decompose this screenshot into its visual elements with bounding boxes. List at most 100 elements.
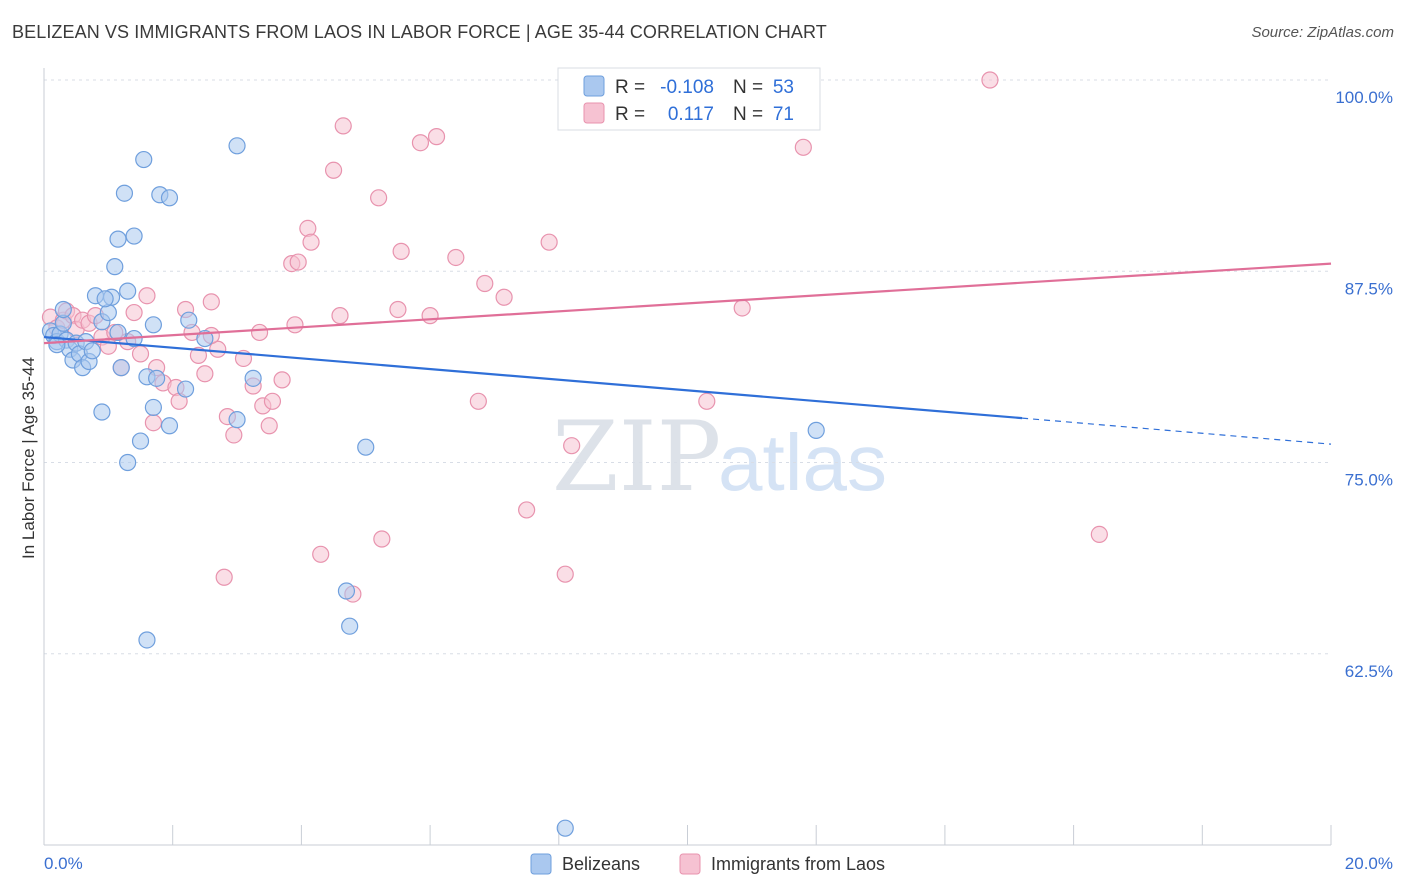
point-belizean-20 <box>106 258 124 276</box>
point-laos-69 <box>286 316 304 334</box>
correlation-legend: R = -0.108 N = 53 R = 0.117 N = 71 <box>557 67 821 131</box>
legend-n-label-2: N = <box>733 104 763 125</box>
point-belizean-30 <box>109 323 127 342</box>
legend-swatch-blue <box>583 75 605 97</box>
watermark: ZIP atlas <box>552 401 887 513</box>
point-belizean-31 <box>112 359 130 377</box>
point-laos-14 <box>125 303 143 322</box>
x-ticks <box>43 825 1332 845</box>
point-laos-47 <box>373 530 391 548</box>
point-laos-43 <box>331 307 349 325</box>
point-belizean-24 <box>135 150 153 169</box>
y-tick-label-3: 100.0% <box>1335 88 1393 107</box>
y-axis-title: In Labor Force | Age 35-44 <box>19 357 38 559</box>
point-laos-25 <box>196 365 214 383</box>
point-belizean-44 <box>228 411 246 429</box>
point-laos-17 <box>144 414 162 432</box>
point-laos-67 <box>1090 525 1108 544</box>
y-tick-label-1: 75.0% <box>1345 471 1393 490</box>
point-laos-42 <box>324 161 343 179</box>
trend-lines <box>43 262 1332 445</box>
x-tick-label-min: 0.0% <box>44 854 83 873</box>
point-laos-52 <box>427 128 446 146</box>
watermark-zip: ZIP <box>552 401 721 513</box>
point-laos-15 <box>131 345 150 363</box>
legend-n-value-2: 71 <box>773 104 794 125</box>
point-belizean-45 <box>357 438 375 456</box>
point-laos-57 <box>518 501 536 519</box>
point-belizean-48 <box>138 631 156 649</box>
point-laos-27 <box>209 340 227 358</box>
point-laos-36 <box>250 323 269 342</box>
point-laos-16 <box>138 287 156 305</box>
point-laos-46 <box>370 189 388 207</box>
point-belizean-23 <box>125 227 143 245</box>
point-laos-63 <box>698 392 716 410</box>
series-legend: Belizeans Immigrants from Laos <box>530 853 885 875</box>
point-laos-64 <box>733 299 751 317</box>
series-legend-label-laos: Immigrants from Laos <box>711 854 885 874</box>
point-belizean-34 <box>144 398 162 417</box>
point-belizean-51 <box>556 819 574 837</box>
point-belizean-36 <box>196 329 214 348</box>
point-laos-51 <box>421 307 439 325</box>
point-belizean-40 <box>119 453 137 472</box>
point-laos-24 <box>189 346 208 364</box>
trend-line-laos <box>43 262 1332 345</box>
point-laos-59 <box>556 565 574 583</box>
point-laos-58 <box>540 233 558 251</box>
y-tick-label-0: 62.5% <box>1345 662 1393 681</box>
series-legend-label-belizeans: Belizeans <box>562 854 640 874</box>
point-belizean-42 <box>228 137 246 155</box>
point-laos-29 <box>225 426 243 444</box>
series-legend-swatch-belizeans <box>530 853 552 875</box>
point-belizean-46 <box>337 582 356 600</box>
point-laos-53 <box>447 248 465 267</box>
point-laos-49 <box>392 242 410 260</box>
point-belizean-19 <box>96 290 114 308</box>
point-laos-65 <box>794 138 812 156</box>
chart-title: BELIZEAN VS IMMIGRANTS FROM LAOS IN LABO… <box>12 22 827 42</box>
point-belizean-22 <box>115 184 134 202</box>
x-tick-labels: 0.0% 20.0% <box>44 854 1393 873</box>
source-note: Source: ZipAtlas.com <box>1251 24 1394 41</box>
point-laos-26 <box>202 293 220 311</box>
point-laos-50 <box>411 134 430 152</box>
point-belizean-35 <box>180 311 198 329</box>
point-belizean-39 <box>131 432 150 450</box>
point-belizean-14 <box>54 300 72 319</box>
legend-r-value-2: 0.117 <box>668 104 714 125</box>
point-laos-33 <box>260 417 278 435</box>
point-belizean-50 <box>807 421 825 439</box>
point-belizean-43 <box>244 369 262 387</box>
point-laos-41 <box>312 545 330 563</box>
gridlines <box>44 79 1331 655</box>
point-belizean-41 <box>93 403 111 421</box>
trend-line-belizeans <box>43 335 1023 420</box>
legend-r-value-1: -0.108 <box>660 77 714 98</box>
legend-n-label-1: N = <box>733 77 763 98</box>
legend-swatch-pink <box>583 102 605 124</box>
point-belizean-38 <box>160 417 179 435</box>
y-tick-label-2: 87.5% <box>1345 279 1393 298</box>
point-belizean-47 <box>341 617 359 635</box>
point-laos-44 <box>334 117 352 135</box>
legend-n-value-1: 53 <box>773 77 794 98</box>
point-belizean-27 <box>119 282 137 300</box>
point-belizean-33 <box>148 369 166 387</box>
point-belizean-21 <box>109 230 127 248</box>
point-belizean-52 <box>48 336 66 354</box>
point-laos-70 <box>215 568 233 586</box>
point-belizean-37 <box>176 380 195 398</box>
x-tick-label-max: 20.0% <box>1345 854 1393 873</box>
point-belizean-26 <box>160 189 179 207</box>
series-legend-swatch-laos <box>679 853 701 875</box>
point-laos-55 <box>476 274 494 293</box>
legend-r-label-1: R = <box>615 77 645 98</box>
y-tick-labels: 62.5% 75.0% 87.5% 100.0% <box>1335 88 1393 681</box>
point-laos-40 <box>302 233 320 251</box>
point-laos-35 <box>273 371 291 389</box>
point-laos-56 <box>495 288 513 306</box>
point-laos-38 <box>289 253 307 271</box>
trend-line-belizeans-extrapolated <box>1022 417 1332 445</box>
